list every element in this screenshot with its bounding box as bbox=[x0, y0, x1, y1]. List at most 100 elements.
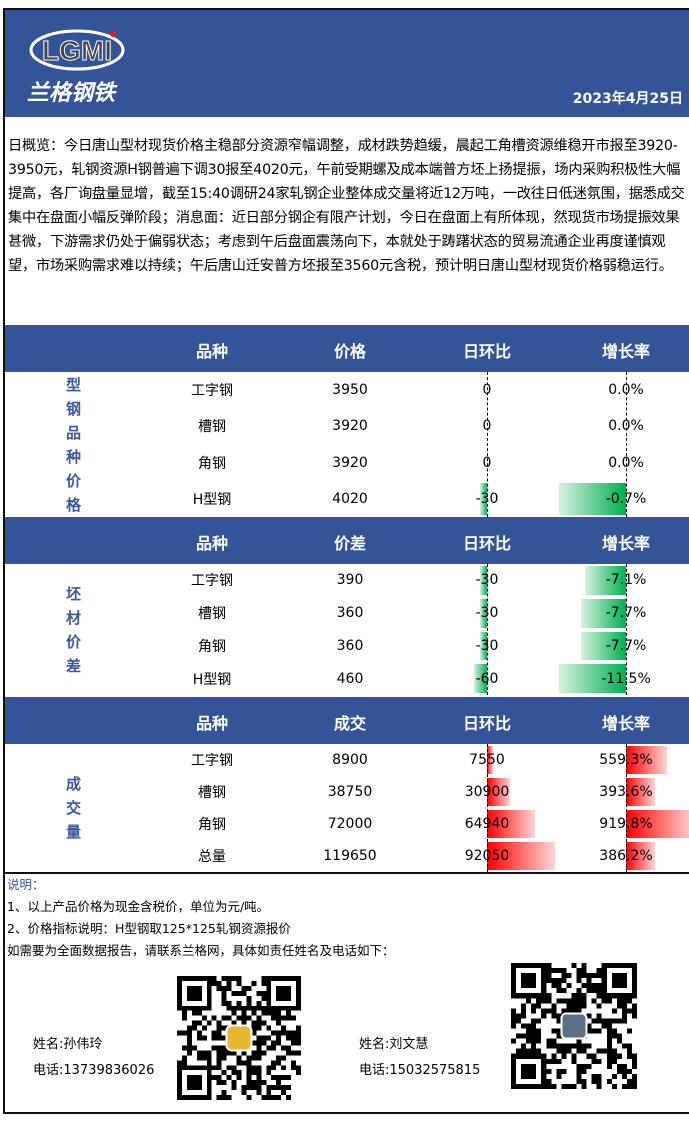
positive-data-bar bbox=[626, 842, 655, 870]
negative-data-bar bbox=[473, 664, 487, 693]
negative-data-bar bbox=[480, 566, 487, 595]
table-row: H型钢 4020 -30 -0.7% bbox=[5, 481, 689, 517]
positive-data-bar bbox=[487, 810, 535, 838]
variety-cell: 角钢 bbox=[198, 455, 226, 472]
table-row: 角钢 3920 0 0.0% bbox=[5, 445, 689, 481]
variety-cell: 槽钢 bbox=[198, 785, 226, 801]
negative-data-bar bbox=[559, 664, 626, 693]
variety-cell: 角钢 bbox=[198, 817, 226, 833]
table-header: 品种 价差 日环比 增长率 bbox=[5, 517, 689, 564]
report-date: 2023年4月25日 bbox=[572, 91, 683, 107]
variety-cell: H型钢 bbox=[192, 491, 232, 508]
section-label-char: 价 bbox=[65, 471, 81, 490]
contact-phone: 电话:13739836026 bbox=[33, 1063, 155, 1078]
table-body: 型钢品种价格工字钢 3950 0 0.0% 槽钢 3920 0 0.0% 角钢 3920 0 0.0%… bbox=[5, 372, 689, 517]
section-label-char: 成 bbox=[65, 775, 81, 793]
value-cell: 72000 bbox=[327, 816, 373, 832]
value-cell: 119650 bbox=[323, 848, 377, 864]
section-label-char: 价 bbox=[65, 632, 81, 651]
variety-cell: 槽钢 bbox=[198, 419, 226, 436]
value-cell: 3950 bbox=[332, 382, 368, 399]
zero-axis-line bbox=[626, 744, 627, 872]
section-label-char: 差 bbox=[65, 656, 81, 675]
section-label-char: 坯 bbox=[65, 584, 81, 603]
column-header: 品种 bbox=[195, 342, 229, 361]
section-label: 成交量 bbox=[5, 744, 142, 872]
section-label-char: 格 bbox=[65, 495, 81, 514]
negative-data-bar bbox=[559, 482, 626, 515]
table-header: 品种 价格 日环比 增长率 bbox=[5, 325, 689, 372]
column-header: 品种 bbox=[195, 534, 229, 553]
table-row: 工字钢 8900 7550 559.3% bbox=[5, 744, 689, 776]
variety-cell: 角钢 bbox=[198, 638, 226, 655]
table-row: 工字钢 3950 0 0.0% bbox=[5, 372, 689, 408]
value-cell: 4020 bbox=[332, 490, 368, 507]
zero-axis-line bbox=[487, 564, 488, 695]
lgmi-logo: LGMI 兰格钢铁 bbox=[27, 29, 125, 106]
positive-data-bar bbox=[487, 842, 555, 870]
table-body: 坯材价差工字钢 390 -30 -7.1% 槽钢 360 -30 -7.7% 角钢 360 -30-… bbox=[5, 564, 689, 695]
table-row: 槽钢 38750 30900 393.6% bbox=[5, 776, 689, 808]
variety-cell: 工字钢 bbox=[191, 753, 233, 769]
daily-summary: 日概览：今日唐山型材现货价格主稳部分资源窄幅调整，成材跌势趋缓，晨起工角槽资源维… bbox=[8, 138, 685, 274]
table-row: 总量 119650 92050 386.2% bbox=[5, 840, 689, 872]
variety-cell: 工字钢 bbox=[191, 383, 233, 400]
divider bbox=[5, 872, 689, 874]
zero-axis-line bbox=[487, 372, 488, 517]
report: LGMI 兰格钢铁 2023年4月25日 日概览：今日唐山型材现货价格主稳部分资… bbox=[3, 8, 689, 1114]
column-header: 成交 bbox=[333, 714, 367, 733]
column-header: 品种 bbox=[195, 714, 229, 733]
column-header: 日环比 bbox=[462, 534, 512, 553]
positive-data-bar bbox=[487, 778, 510, 806]
positive-data-bar bbox=[626, 746, 668, 774]
negative-data-bar bbox=[480, 482, 487, 515]
notes: 说明： 1、以上产品价格为现金含税价，单位为元/吨。 2、价格指标说明：H型钢取… bbox=[7, 874, 687, 962]
report-header: LGMI 兰格钢铁 2023年4月25日 bbox=[5, 10, 689, 117]
section-label-char: 材 bbox=[65, 608, 81, 627]
negative-data-bar bbox=[584, 566, 626, 595]
value-cell: 8900 bbox=[332, 752, 368, 768]
variety-cell: 槽钢 bbox=[198, 606, 226, 623]
svg-text:LGMI: LGMI bbox=[42, 35, 112, 66]
contact-name: 姓名:刘文慧 bbox=[359, 1037, 429, 1052]
table-row: 角钢 72000 64940 919.8% bbox=[5, 808, 689, 840]
svg-text:兰格钢铁: 兰格钢铁 bbox=[27, 81, 118, 106]
notes-title: 说明： bbox=[7, 877, 45, 892]
table-row: H型钢 460 -60 -11.5% bbox=[5, 662, 689, 695]
value-cell: 390 bbox=[336, 572, 364, 589]
table-row: 工字钢 390 -30 -7.1% bbox=[5, 564, 689, 597]
negative-data-bar bbox=[581, 631, 626, 661]
variety-cell: 工字钢 bbox=[191, 573, 233, 590]
section-label-char: 钢 bbox=[65, 399, 81, 418]
value-cell: 360 bbox=[336, 637, 364, 654]
negative-data-bar bbox=[480, 631, 487, 661]
variety-cell: 总量 bbox=[198, 849, 226, 865]
section-label-char: 交 bbox=[65, 799, 81, 817]
section-label: 型钢品种价格 bbox=[5, 372, 142, 517]
column-header: 增长率 bbox=[601, 534, 651, 553]
zero-axis-line bbox=[626, 564, 627, 695]
section-label-char: 品 bbox=[65, 423, 81, 442]
qr-code-image bbox=[177, 976, 301, 1100]
table-body: 成交量工字钢 8900 7550 559.3% 槽钢 38750 30900 393.6% 角钢… bbox=[5, 744, 689, 872]
section-label: 坯材价差 bbox=[5, 564, 142, 695]
note-2: 2、价格指标说明：H型钢取125*125轧钢资源报价 bbox=[7, 921, 291, 936]
zero-axis-line bbox=[626, 372, 627, 517]
contact-phone: 电话:15032575815 bbox=[359, 1063, 481, 1078]
column-header: 增长率 bbox=[601, 714, 651, 733]
negative-data-bar bbox=[581, 598, 626, 628]
table-row: 槽钢 360 -30 -7.7% bbox=[5, 597, 689, 630]
table-header: 品种 成交 日环比 增长率 bbox=[5, 697, 689, 744]
column-header: 价格 bbox=[333, 342, 367, 361]
section-label-char: 量 bbox=[65, 823, 81, 841]
note-contact: 如需要为全面数据报告，请联系兰格网，具体如责任姓名及电话如下： bbox=[7, 943, 395, 958]
value-cell: 38750 bbox=[327, 784, 373, 800]
contact-1: 姓名:孙伟玲 电话:13739836026 bbox=[33, 1032, 154, 1084]
value-cell: 460 bbox=[336, 670, 364, 687]
table-row: 角钢 360 -30 -7.7% bbox=[5, 630, 689, 663]
section-label-char: 种 bbox=[65, 447, 81, 466]
value-cell: 3920 bbox=[332, 418, 368, 435]
column-header: 增长率 bbox=[601, 342, 651, 361]
contact-name: 姓名:孙伟玲 bbox=[33, 1037, 103, 1052]
positive-data-bar bbox=[487, 746, 493, 774]
